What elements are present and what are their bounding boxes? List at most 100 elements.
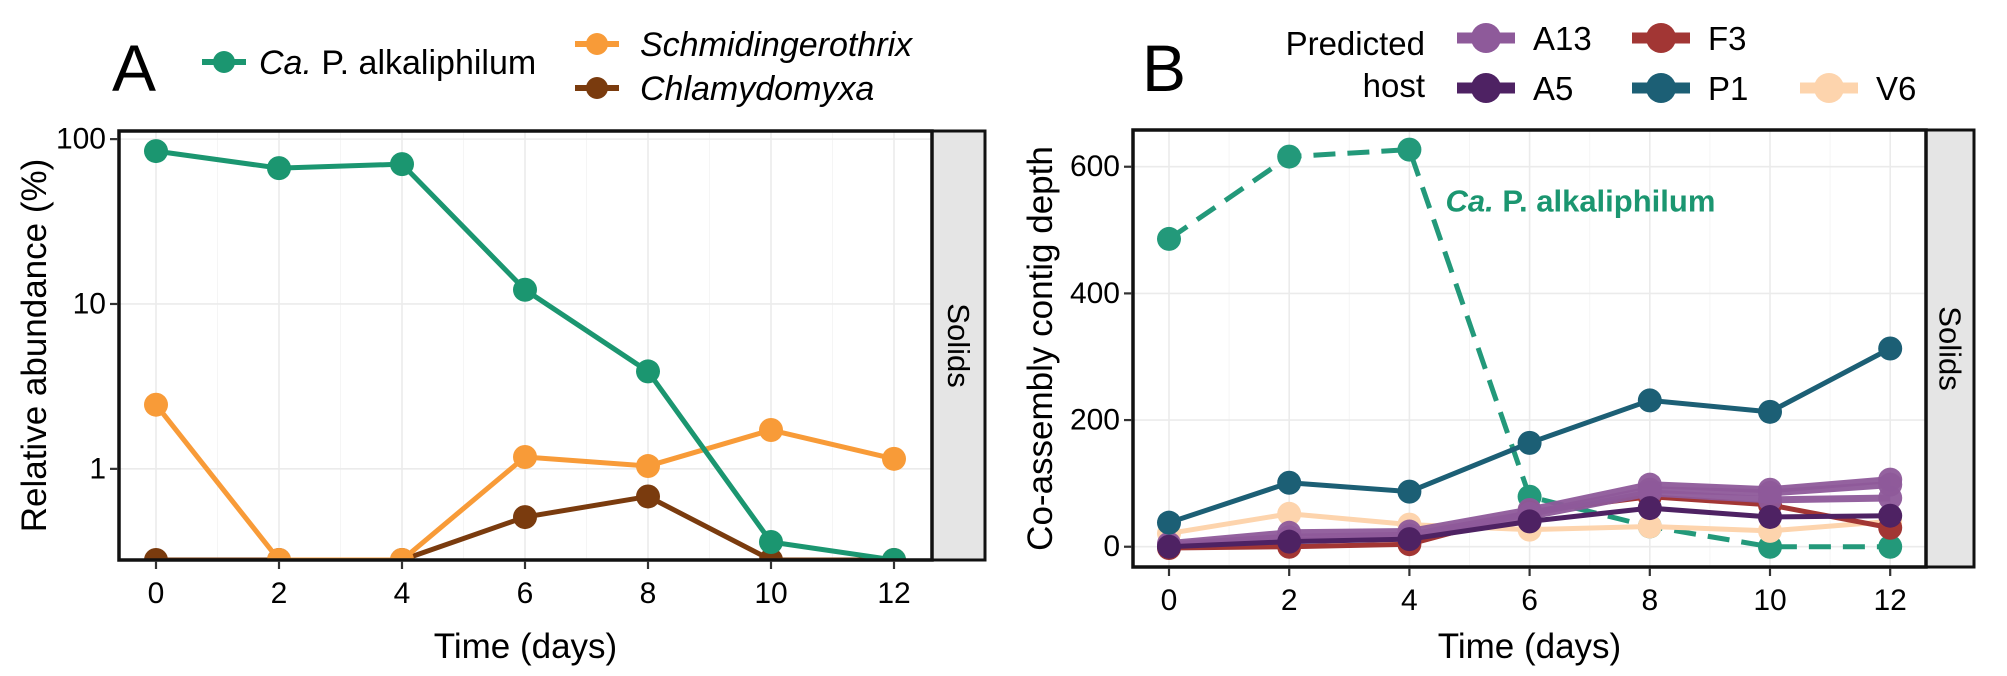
legend-panel-a: Ca. P. alkaliphilum Schmidingerothrix Chla…: [202, 26, 913, 108]
b-x-tick-label: 10: [1753, 584, 1786, 617]
b-point: [1637, 514, 1662, 539]
legend-label-f3: F3: [1708, 20, 1747, 57]
legend-key-point: [213, 51, 235, 73]
a-x-tick-label: 4: [394, 577, 411, 610]
legend-key-point: [1646, 23, 1676, 53]
a-point: [390, 548, 414, 560]
a-point: [267, 156, 291, 181]
b-facet-strip-label: Solids: [1933, 306, 1968, 390]
a-point: [759, 418, 783, 443]
legend-label-italic: Ca.: [259, 44, 312, 82]
a-x-axis-label: Time (days): [434, 627, 617, 666]
b-annotation-rest: P. alkaliphilum: [1494, 184, 1716, 219]
a-facet-strip-label: Solids: [941, 303, 976, 387]
b-point: [1277, 529, 1302, 554]
panel-label-a: A: [112, 31, 156, 105]
a-point: [513, 445, 537, 470]
legend-label-p1: P1: [1708, 70, 1748, 107]
b-x-tick-label: 6: [1521, 584, 1538, 617]
b-x-tick-label: 0: [1161, 584, 1178, 617]
legend-label-chlamydomyxa: Chlamydomyxa: [640, 70, 874, 108]
legend-key-f3: [1632, 23, 1690, 53]
b-point: [1637, 496, 1662, 521]
a-x-tick-label: 10: [754, 577, 787, 610]
b-point: [1397, 137, 1422, 162]
b-point: [1157, 534, 1181, 559]
b-point: [1397, 479, 1422, 504]
legend-title-line-2: host: [1363, 67, 1425, 104]
a-series-schmidingerothrix: [144, 392, 906, 560]
panel-a: Solids 0 2 4 6 8 10 12 1 10 100 Time (days) Relative…: [15, 123, 987, 666]
legend-label-a13: A13: [1533, 20, 1592, 57]
panel-label-b: B: [1142, 31, 1186, 105]
legend-label-rest: P. alkaliphilum: [312, 44, 536, 82]
legend-key-ca-p-alkaliphilum: [202, 51, 246, 73]
a-point: [882, 446, 906, 471]
a-x-tick-label: 0: [148, 577, 165, 610]
a-point: [636, 359, 660, 384]
b-annotation-label: Ca. P. alkaliphilum: [1445, 184, 1715, 219]
legend-key-point: [586, 33, 608, 55]
b-panel-border: [1131, 128, 1928, 569]
b-facet-strip: [1924, 128, 1976, 569]
a-y-tick-label: 1: [89, 452, 106, 485]
b-point: [1878, 503, 1903, 528]
b-y-tick-label: 600: [1070, 150, 1120, 183]
b-point: [1397, 527, 1422, 552]
a-grid: [119, 131, 932, 560]
b-y-tick-label: 400: [1070, 277, 1120, 310]
b-point: [1637, 388, 1662, 413]
b-annotation-italic: Ca.: [1445, 184, 1493, 219]
legend-label-ca-p-alkaliphilum: Ca. P. alkaliphilum: [259, 44, 536, 82]
b-point: [1758, 487, 1782, 512]
b-y-tick-label: 0: [1103, 530, 1120, 563]
legend-title-line-1: Predicted: [1286, 25, 1425, 62]
b-point: [1277, 470, 1302, 495]
a-point: [267, 548, 291, 560]
b-point: [1277, 501, 1302, 526]
b-point: [1758, 399, 1782, 424]
a-panel-border: [117, 129, 934, 562]
b-series-p1: [1157, 336, 1903, 535]
a-x-tick-label: 8: [640, 577, 657, 610]
a-point: [759, 530, 783, 555]
legend-key-a5: [1457, 73, 1515, 103]
a-x-tick-label: 6: [517, 577, 534, 610]
legend-label-v6: V6: [1876, 70, 1916, 107]
a-y-tick-label: 100: [56, 123, 106, 156]
legend-key-point: [1471, 73, 1501, 103]
legend-label-a5: A5: [1533, 70, 1573, 107]
legend-key-point: [1646, 73, 1676, 103]
b-x-tick-label: 8: [1641, 584, 1658, 617]
b-series-a5: [1157, 496, 1903, 559]
legend-key-schmidingerothrix: [575, 33, 619, 55]
a-point: [882, 548, 906, 560]
legend-key-v6: [1800, 73, 1858, 103]
b-y-axis-label: Co-assembly contig depth: [1021, 146, 1060, 551]
b-point: [1277, 144, 1302, 169]
a-point: [513, 505, 537, 530]
a-point: [636, 454, 660, 479]
legend-label-schmidingerothrix: Schmidingerothrix: [640, 26, 913, 64]
a-y-tick-label: 10: [73, 287, 106, 320]
b-point: [1157, 226, 1181, 251]
panel-b: Solids Ca. P. alkaliphilum 0 2 4 6 8 10 12 0 200 40…: [1021, 128, 1976, 666]
b-point: [1878, 534, 1903, 559]
legend-key-point: [586, 77, 608, 99]
b-x-axis-label: Time (days): [1438, 627, 1621, 666]
a-point: [144, 139, 168, 164]
a-x-tick-label: 12: [877, 577, 910, 610]
b-point: [1758, 504, 1782, 529]
b-x-tick-label: 4: [1401, 584, 1418, 617]
b-y-tick-label: 200: [1070, 404, 1120, 437]
legend-key-chlamydomyxa: [575, 77, 619, 99]
a-facet-strip: [930, 129, 987, 562]
a-point: [144, 392, 168, 417]
legend-key-point: [1471, 23, 1501, 53]
legend-panel-b: Predicted host A13 F3 A5 P1 V6: [1286, 20, 1917, 107]
a-x-tick-label: 2: [271, 577, 288, 610]
a-y-axis-label: Relative abundance (%): [15, 159, 54, 533]
a-point: [636, 484, 660, 509]
b-point: [1517, 509, 1542, 534]
